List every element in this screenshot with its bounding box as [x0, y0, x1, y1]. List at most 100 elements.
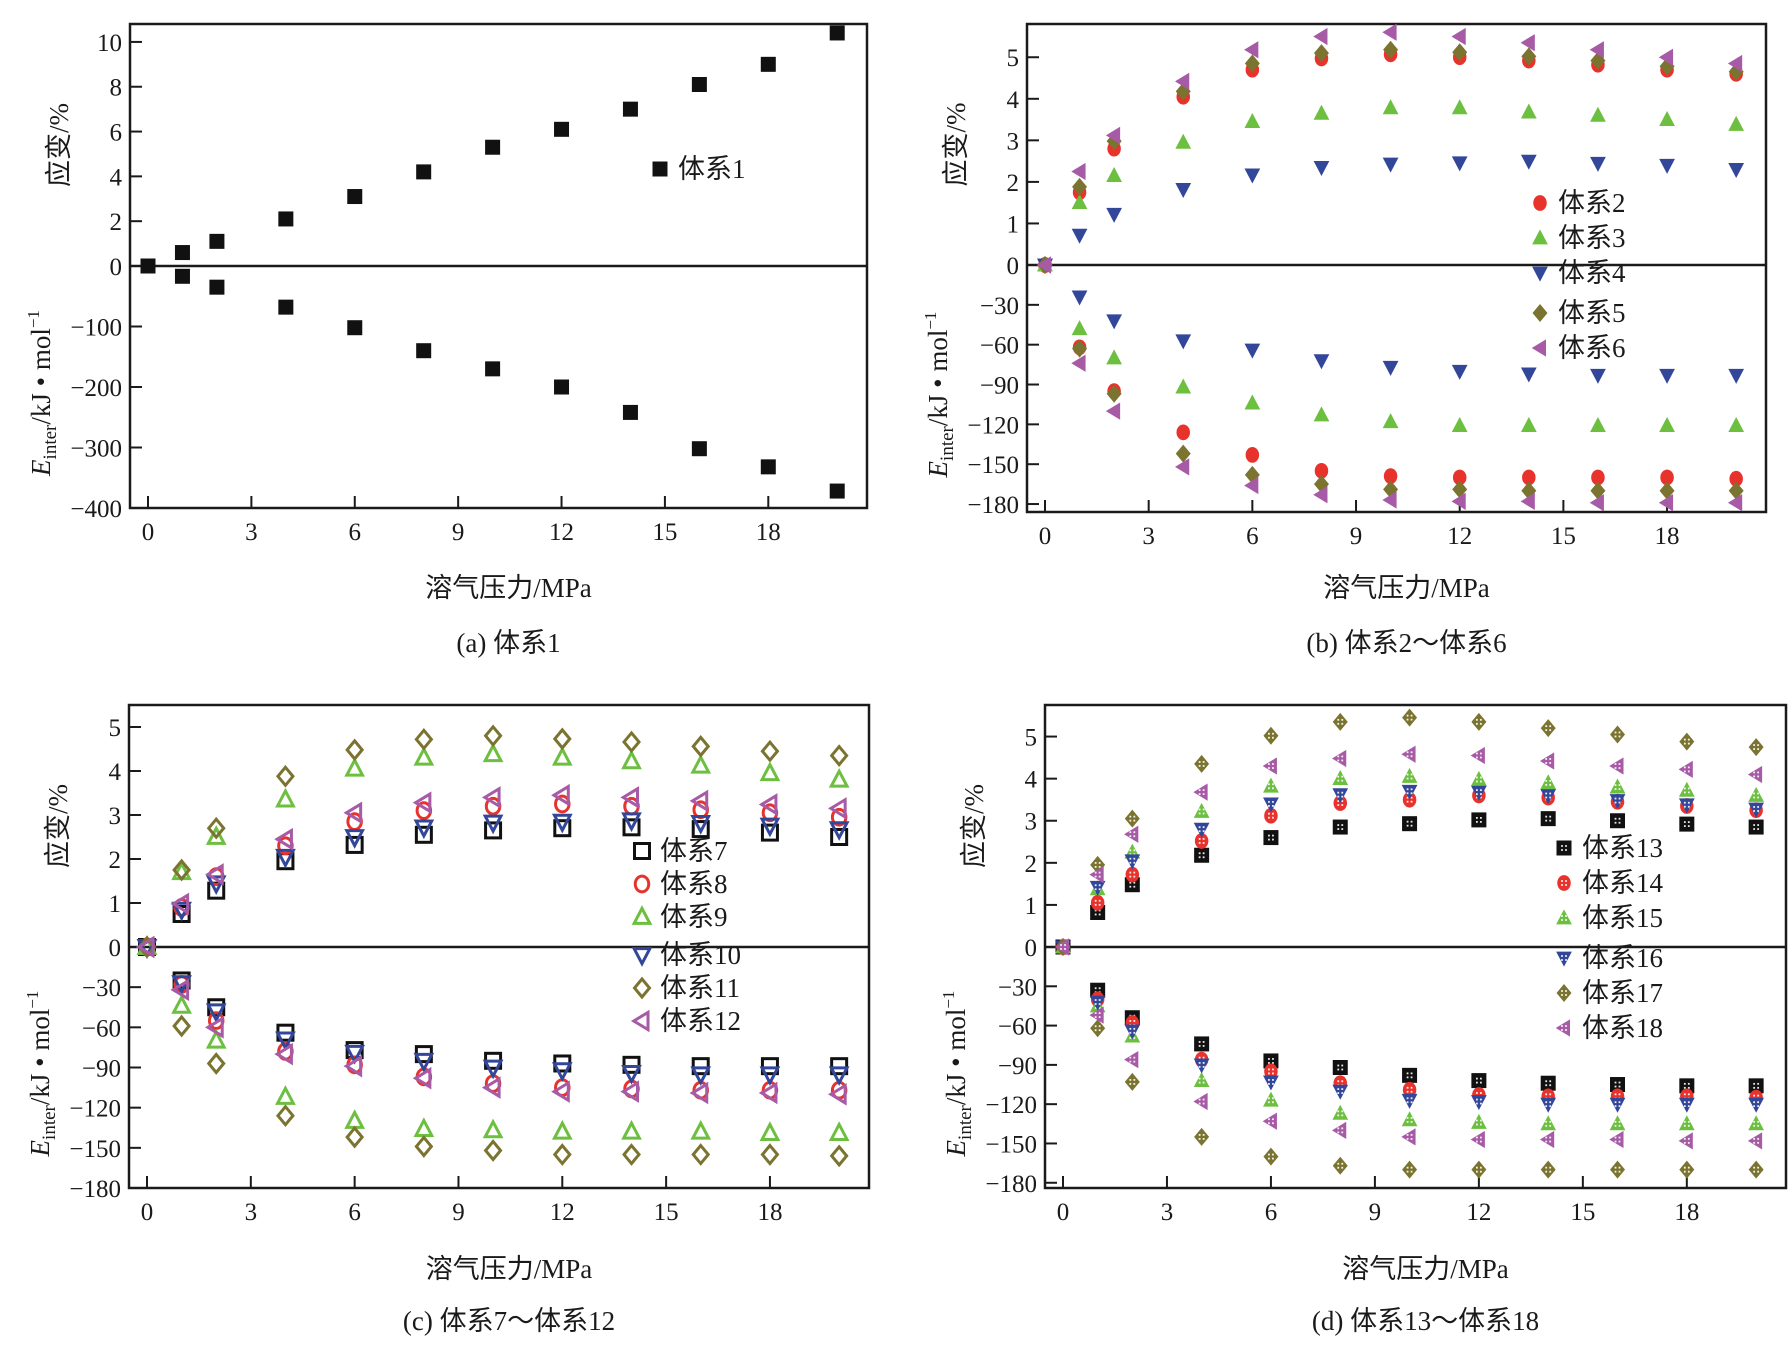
data-point-strain [1193, 802, 1210, 818]
marker-dot [1614, 1093, 1617, 1096]
legend-marker-dots [1561, 955, 1567, 961]
panel-d: 0 3 6 9 12 15 18012345−30−60−90−120−150−180应变/… [939, 703, 1788, 1336]
x-tick-label: 0 [1039, 523, 1052, 550]
marker-dot [1202, 765, 1205, 767]
marker-dot [1406, 755, 1409, 758]
marker-dot [1094, 999, 1097, 1001]
legend: 体系2 体系3 体系4 体系5 体系6 [1531, 188, 1626, 363]
series-2 [1055, 767, 1765, 1131]
marker-dot [1268, 1101, 1270, 1104]
data-point-energy-dots [1683, 1082, 1690, 1089]
marker-dot [1410, 718, 1413, 721]
data-point-strain-dots [1614, 784, 1621, 790]
data-point-energy-dots [1198, 1134, 1205, 1140]
data-point-strain-dots [1268, 834, 1274, 841]
data-point-energy [174, 268, 190, 284]
marker-dot [1094, 871, 1097, 874]
data-point-strain [1610, 725, 1626, 744]
y-axis-title-symbol: E [923, 460, 953, 478]
data-point-strain [1471, 812, 1487, 828]
x-tick-label: 0 [141, 1199, 154, 1226]
marker-dot [1133, 1079, 1136, 1081]
data-point-strain [622, 818, 641, 837]
marker-dot [1129, 1079, 1132, 1081]
data-point-energy-dots [1753, 1166, 1760, 1173]
data-point-energy-dots [1406, 1072, 1413, 1079]
data-point-energy [416, 343, 432, 359]
data-point-energy [1471, 1073, 1487, 1089]
y-tick-label-lower: −200 [70, 375, 122, 402]
marker-dot [1683, 1082, 1686, 1085]
marker-dot [1757, 828, 1760, 830]
data-point-strain [1520, 103, 1537, 119]
marker-dot [1272, 763, 1274, 765]
marker-dot [1272, 1058, 1274, 1060]
y-tick-label-lower: −30 [980, 293, 1019, 320]
data-point-strain [1678, 781, 1695, 797]
data-point-energy [1332, 1060, 1348, 1075]
data-point-energy [1727, 494, 1743, 512]
marker-dot [1094, 884, 1097, 887]
x-tick-label: 15 [1570, 1199, 1595, 1226]
data-point-energy [1471, 1095, 1487, 1111]
data-point-energy [1194, 1036, 1210, 1052]
marker-dot [1272, 1153, 1274, 1156]
marker-dot [1545, 1120, 1548, 1123]
legend-entry: 体系4 [1532, 258, 1626, 288]
data-point-strain [1124, 809, 1140, 828]
marker-dot [1337, 1092, 1340, 1094]
marker-dot [1479, 756, 1482, 759]
marker-dot [1406, 1120, 1409, 1123]
marker-dot [1687, 1105, 1690, 1108]
data-point-energy-dots [1475, 1119, 1482, 1126]
marker-dot [1202, 789, 1205, 792]
marker-dot [1549, 1170, 1552, 1173]
marker-dot [1202, 856, 1205, 859]
x-tick-label: 3 [245, 1199, 258, 1226]
legend: 体系13 体系14 体系15 体系16 体系17 体系18 [1555, 833, 1663, 1043]
marker-dot [1341, 1127, 1344, 1130]
marker-dot [1549, 1093, 1552, 1096]
data-point-strain [1263, 830, 1279, 846]
data-point-energy [1193, 1092, 1208, 1111]
data-point-strain [1678, 760, 1693, 779]
marker-dot [1757, 1137, 1760, 1140]
data-point-strain [278, 211, 294, 227]
marker-dot [1565, 994, 1567, 996]
marker-dot [1406, 718, 1409, 721]
legend-label: 体系14 [1582, 868, 1663, 898]
marker-dot [1337, 1088, 1340, 1090]
marker-dot [1198, 1041, 1201, 1043]
marker-dot [1198, 1098, 1201, 1101]
marker-dot [1202, 838, 1205, 840]
marker-dot [1341, 824, 1344, 826]
y-tick-label-lower: −30 [82, 975, 121, 1002]
data-point-energy [485, 361, 501, 377]
marker-dot [1129, 875, 1132, 878]
marker-dot [1406, 1170, 1409, 1173]
marker-dot [1268, 805, 1270, 807]
y-tick-label-upper: 0 [110, 254, 123, 281]
data-point-energy [828, 1066, 850, 1087]
marker-dot [1406, 824, 1409, 827]
data-point-strain [170, 892, 190, 916]
panel-b: 0 3 6 9 12 15 18012345−30−60−90−120−150−180应变/… [921, 22, 1768, 658]
data-point-strain [551, 783, 570, 807]
data-point-strain [829, 25, 845, 41]
marker-dot [1687, 1101, 1690, 1104]
marker-dot [1129, 815, 1132, 818]
data-point-energy [1610, 1160, 1626, 1179]
data-point-strain [484, 821, 503, 840]
marker-dot [1406, 1166, 1409, 1169]
marker-dot [1198, 1045, 1201, 1047]
data-point-strain [1264, 807, 1278, 824]
data-point-energy-dots [1545, 1120, 1552, 1127]
marker-dot [1272, 1097, 1274, 1100]
marker-dot [1549, 819, 1552, 822]
data-point-energy [1678, 1115, 1695, 1131]
legend-marker-dots [1561, 845, 1567, 851]
marker-dot [1479, 1123, 1482, 1126]
marker-dot [1406, 714, 1409, 717]
marker-dot [1410, 820, 1413, 823]
data-point-energy-dots [1753, 1137, 1760, 1144]
